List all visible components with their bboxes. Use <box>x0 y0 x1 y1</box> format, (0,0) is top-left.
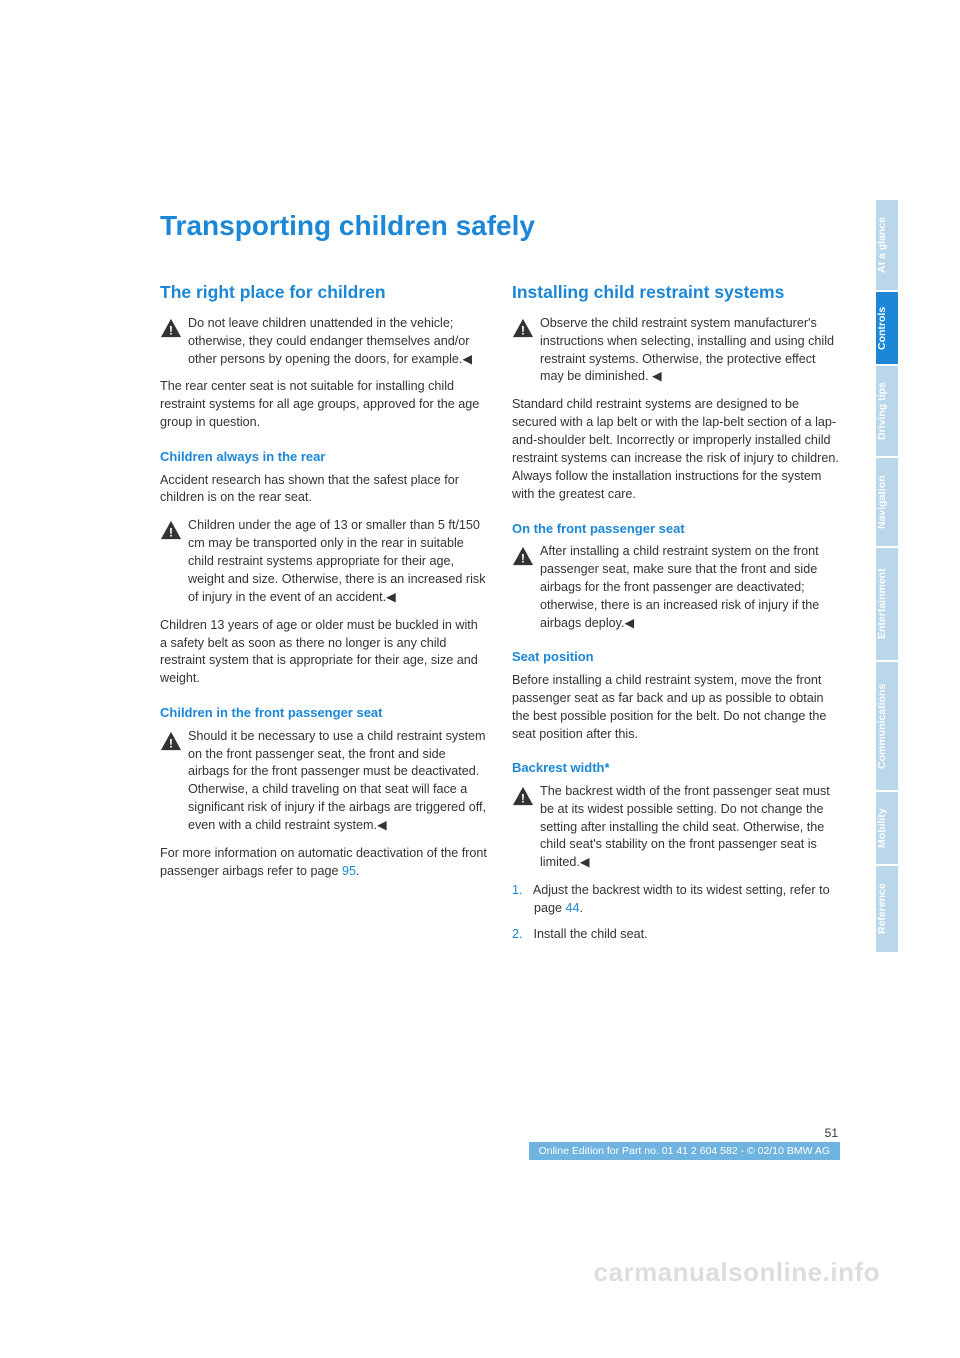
tab-navigation[interactable]: Navigation <box>876 458 898 546</box>
warning-block: ! Children under the age of 13 or smalle… <box>160 517 488 606</box>
warning-block: ! After installing a child restraint sys… <box>512 543 840 632</box>
body-text: For more information on automatic deacti… <box>160 845 488 881</box>
warning-icon: ! <box>160 730 182 752</box>
tab-controls[interactable]: Controls <box>876 292 898 364</box>
tab-reference[interactable]: Reference <box>876 866 898 952</box>
list-text: Install the child seat. <box>534 927 648 941</box>
tab-at-a-glance[interactable]: At a glance <box>876 200 898 290</box>
tab-driving-tips[interactable]: Driving tips <box>876 366 898 456</box>
list-item: 1. Adjust the backrest width to its wide… <box>534 882 840 918</box>
left-column: The right place for children ! Do not le… <box>160 280 488 952</box>
warning-block: ! Observe the child restraint system man… <box>512 315 840 387</box>
content-columns: The right place for children ! Do not le… <box>160 280 840 952</box>
subheading: Backrest width* <box>512 759 840 777</box>
svg-text:!: ! <box>169 736 173 750</box>
tab-entertainment[interactable]: Entertainment <box>876 548 898 660</box>
svg-text:!: ! <box>169 323 173 337</box>
list-text-part: . <box>580 901 584 915</box>
warning-text: Observe the child restraint system manuf… <box>540 316 834 384</box>
warning-icon: ! <box>512 545 534 567</box>
tab-mobility[interactable]: Mobility <box>876 792 898 864</box>
warning-icon: ! <box>512 317 534 339</box>
warning-text: Children under the age of 13 or smaller … <box>188 518 486 604</box>
svg-text:!: ! <box>521 791 525 805</box>
body-text: Accident research has shown that the saf… <box>160 472 488 508</box>
svg-text:!: ! <box>169 526 173 540</box>
section-tabs: At a glanceControlsDriving tipsNavigatio… <box>876 200 898 954</box>
body-text: The rear center seat is not suitable for… <box>160 378 488 432</box>
warning-icon: ! <box>160 519 182 541</box>
body-text: Standard child restraint systems are des… <box>512 396 840 503</box>
body-text: Before installing a child restraint syst… <box>512 672 840 744</box>
body-text-part: . <box>356 864 360 878</box>
warning-text: The backrest width of the front passenge… <box>540 784 830 870</box>
right-column: Installing child restraint systems ! Obs… <box>512 280 840 952</box>
warning-block: ! Should it be necessary to use a child … <box>160 728 488 835</box>
instruction-list: 1. Adjust the backrest width to its wide… <box>512 882 840 944</box>
section-heading: The right place for children <box>160 280 488 305</box>
page-ref-link[interactable]: 95 <box>342 864 356 878</box>
page-footer: 51 Online Edition for Part no. 01 41 2 6… <box>160 1126 840 1160</box>
warning-icon: ! <box>160 317 182 339</box>
page-title: Transporting children safely <box>160 210 840 242</box>
svg-text:!: ! <box>521 551 525 565</box>
page-number: 51 <box>160 1126 840 1140</box>
section-heading: Installing child restraint systems <box>512 280 840 305</box>
warning-block: ! Do not leave children unattended in th… <box>160 315 488 369</box>
list-number: 1. <box>512 882 530 900</box>
watermark: carmanualsonline.info <box>594 1257 880 1288</box>
warning-text: After installing a child restraint syste… <box>540 544 819 630</box>
list-item: 2. Install the child seat. <box>534 926 840 944</box>
tab-communications[interactable]: Communications <box>876 662 898 790</box>
subheading: On the front passenger seat <box>512 520 840 538</box>
page-ref-link[interactable]: 44 <box>566 901 580 915</box>
warning-text: Should it be necessary to use a child re… <box>188 729 486 832</box>
body-text: Children 13 years of age or older must b… <box>160 617 488 689</box>
svg-text:!: ! <box>521 323 525 337</box>
subheading: Children always in the rear <box>160 448 488 466</box>
subheading: Seat position <box>512 648 840 666</box>
subheading: Children in the front passenger seat <box>160 704 488 722</box>
body-text-part: For more information on automatic deacti… <box>160 846 487 878</box>
list-number: 2. <box>512 926 530 944</box>
warning-block: ! The backrest width of the front passen… <box>512 783 840 872</box>
warning-text: Do not leave children unattended in the … <box>188 316 472 366</box>
warning-icon: ! <box>512 785 534 807</box>
footer-edition-bar: Online Edition for Part no. 01 41 2 604 … <box>529 1142 840 1160</box>
